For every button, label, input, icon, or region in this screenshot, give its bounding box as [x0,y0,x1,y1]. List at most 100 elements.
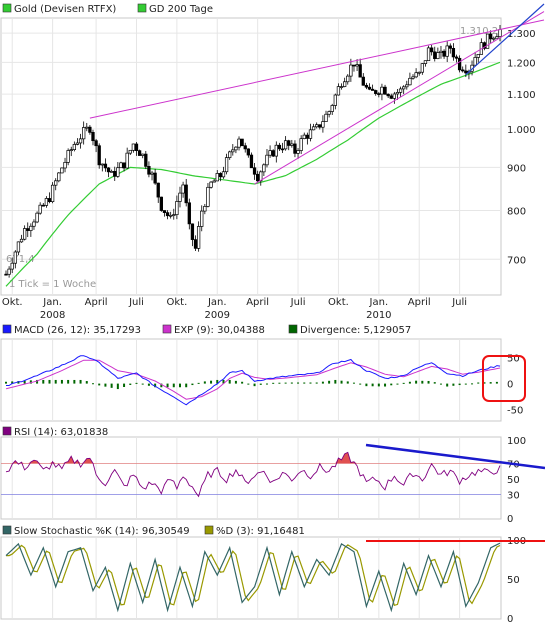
candle-body [405,84,409,88]
candle-body [50,184,55,203]
candle-body [209,181,213,188]
candle-body [221,171,226,178]
candle-body [402,86,406,90]
candle-body [125,152,129,169]
candle-body [200,210,204,227]
panel-frames [0,17,502,620]
candle-body [144,153,148,167]
divergence-bar [408,381,411,384]
divergence-bar [278,382,281,384]
year-label: 2008 [40,310,65,321]
price-y-axis: 1.300 1.200 1.100 1.000 900 800 700 [507,29,536,266]
divergence-bar [85,381,88,384]
candle-body [150,172,154,175]
candle-body [165,212,170,217]
candle-body [333,94,337,106]
candle-body [454,56,459,59]
candle-body [228,151,232,158]
candle-body [181,184,185,194]
divergence-bar [54,379,57,384]
candle-body [137,150,142,156]
macd-panel-frame [0,338,502,422]
divergence-bar [359,383,362,385]
candle-body [147,166,151,175]
divergence-bar [402,382,405,384]
candle-body [106,167,111,173]
stoch-tick-label: 50 [507,575,520,586]
candle-body [346,75,350,83]
candle-body [386,93,390,97]
candle-body [274,144,278,157]
year-label: 2009 [205,310,230,321]
macd-line [6,355,501,406]
divergence-bar [160,383,163,388]
candle-body [97,145,101,166]
exp-legend-swatch [162,324,172,334]
candle-body [268,150,272,156]
divergence-bar [135,382,138,384]
candle-body [277,144,282,150]
candle-body [85,126,89,129]
candle-body [293,143,297,154]
divergence-bar [309,382,312,384]
divergence-bar [185,383,188,388]
time-tick-label: April [85,297,108,308]
divergence-bar [23,380,26,384]
divergence-bar [272,382,275,384]
candle-body [35,212,39,223]
candle-body [237,138,241,148]
stoch-d-line [6,544,501,607]
divergence-bar [234,380,237,384]
divergence-bar [91,383,94,385]
candle-body [299,138,303,151]
candle-body [231,149,235,153]
candle-body [339,86,344,88]
divergence-bar [321,381,324,384]
candle-body [131,143,136,151]
price-panel-frame [0,17,502,296]
divergence-bar [328,380,331,384]
candle-body [13,251,17,264]
grid [1,18,501,619]
rsi-tick-label: 0 [507,514,513,525]
candle-body [321,121,325,128]
candle-body [327,111,331,115]
divergence-bar [433,382,436,384]
divergence-bar [352,382,355,384]
divergence-bar [495,381,498,384]
divergence-bar [147,383,150,386]
candle-body [63,162,67,169]
rsi-legend: RSI (14): 63,01838 [2,426,108,438]
lower-channel [254,11,545,185]
divergence-bar [67,379,70,384]
candle-body [78,138,83,144]
candle-body [308,129,313,139]
candle-body [370,88,375,91]
candle-body [417,71,421,74]
divergence-bar [471,383,474,385]
rsi-resistance-line [365,443,545,470]
divergence-bar [11,381,14,384]
price-tick-label: 1.000 [507,125,536,136]
candle-body [423,60,428,64]
divergence-bar [365,383,368,387]
candle-body [367,86,372,90]
divergence-bar [489,382,492,384]
divergence-bar [166,383,169,388]
candle-body [75,142,80,145]
candle-body [113,170,117,177]
candle-body [212,180,216,183]
candle-body [495,36,499,39]
ma200-layer [5,61,501,287]
candle-body [57,172,61,182]
candle-body [203,206,207,212]
candle-body [91,132,95,142]
divergence-bar [17,381,20,384]
divergence-bar [259,383,262,385]
candle-body [457,57,462,71]
time-tick-label: Okt. [166,297,187,308]
tick-note: 1 Tick = 1 Woche [9,279,96,290]
candle-body [60,167,64,174]
upper-trend [89,19,545,119]
